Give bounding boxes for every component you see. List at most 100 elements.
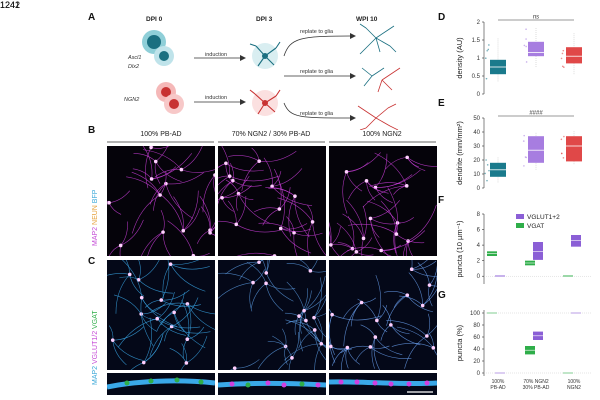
neurite [394,222,398,256]
soma [278,226,283,231]
point [486,164,489,166]
neurite [157,318,201,329]
y-axis-label: density (AU) [455,37,464,79]
neurite [257,346,286,369]
soma [290,356,294,360]
tick-label: 10 [473,172,480,178]
neurite [397,217,414,224]
neuron-red-icon [357,103,399,130]
neurite [154,169,182,178]
panel-a-schematic [142,23,401,130]
neurite [280,223,308,230]
neurite [141,297,178,327]
page-number-bottom: 1242 [0,0,21,10]
neurite [411,260,437,270]
neurite [170,264,206,292]
neurite [277,357,293,370]
soma [234,222,239,227]
neurite [187,303,215,330]
neurite [396,233,425,244]
soma [155,316,160,321]
neurite [196,229,211,244]
soma [185,302,190,306]
neurite [236,252,275,256]
neurite [228,155,260,162]
soma [302,308,306,313]
ylabel-neun: NEUN [92,203,99,225]
soma [361,236,366,241]
neurite [271,186,313,206]
neurite [258,260,263,263]
neurite [407,204,437,242]
column-underlines [107,141,436,143]
neurite [119,245,121,256]
panel-c-letter: C [88,256,96,267]
neurite [218,180,233,205]
tick-label: 40 [473,347,480,353]
soma [141,360,146,365]
neurite [346,171,363,192]
neurite [307,204,313,222]
neurite [229,175,279,182]
neurite [120,219,144,246]
neurite [131,194,161,234]
neurite [313,313,326,318]
neurite [218,220,237,225]
neurite [156,318,186,336]
neurite [159,170,167,196]
neurite [370,218,380,238]
neurite [126,176,161,196]
soma [110,338,115,342]
soma [184,361,189,365]
neurite [330,346,347,350]
point [525,61,528,63]
micrograph-b-mix [218,146,326,256]
soma [420,303,425,308]
neurite [298,329,315,349]
point [488,44,490,46]
legend-swatch [516,214,524,219]
point [560,57,563,60]
neurite [374,152,407,186]
point [523,134,525,137]
neurite [153,183,167,211]
neurite [150,146,154,148]
neurite [170,263,210,270]
x-category-label: PB-AD [490,385,506,391]
neurite [361,297,377,303]
soma [232,366,237,370]
soma [364,179,369,183]
soma [168,262,173,266]
panel-c-ylabel: MAP2 VGLUT1/2 VGAT [92,310,99,385]
neurite [373,337,380,370]
zoom-strip-pbad [107,373,215,395]
neurite [155,146,169,162]
ylabel-vglut: VGLUT1/2 [92,328,99,364]
ylabel-map2: MAP2 [92,224,99,246]
neurite [230,162,234,181]
tick-label: 4 [477,243,481,249]
box-VGLUT1+2 [533,242,543,260]
soma [310,220,315,224]
neurite [307,221,313,256]
neurite [235,193,239,211]
neurite [155,161,182,182]
label-induction-2: induction [205,95,228,101]
neurite [411,260,413,270]
tick-label: 6 [477,228,481,234]
neurite [230,367,235,370]
point [560,138,563,141]
neurite [112,326,145,341]
label-replate-1: replate to glia [300,29,334,35]
neurite [300,310,305,334]
neurite [213,174,215,193]
neurite [346,247,382,252]
soma [208,231,212,235]
neurite [422,288,437,306]
neurite [385,157,408,170]
neurite [375,336,403,356]
tick-label: 2 [477,20,481,26]
neurite [165,172,204,185]
point [562,49,565,52]
neurite [209,232,215,236]
